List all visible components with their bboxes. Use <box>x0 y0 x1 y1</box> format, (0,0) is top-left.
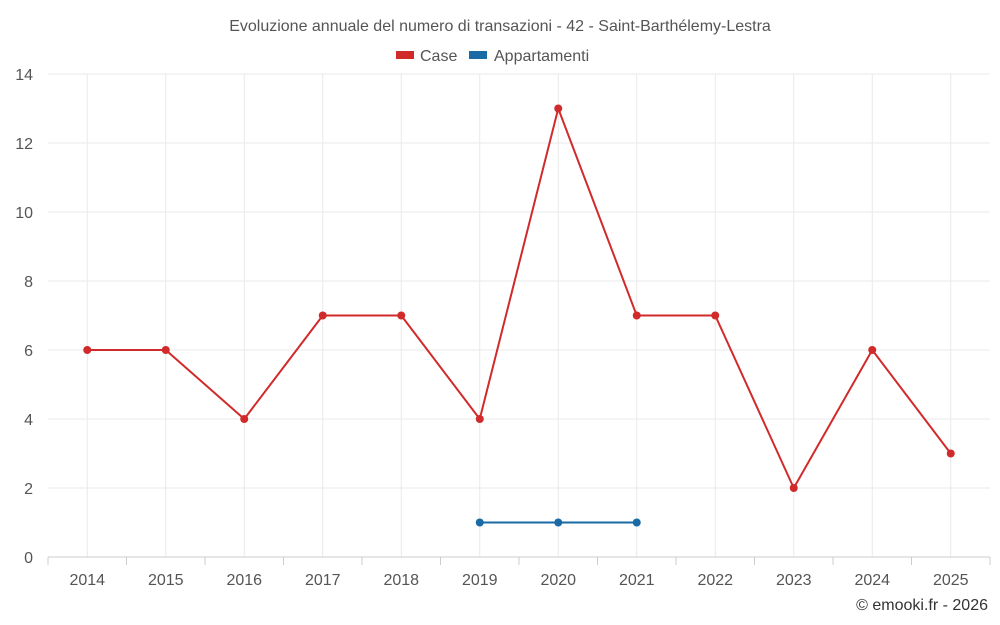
legend-item-case[interactable]: Case <box>396 48 457 65</box>
data-point-case[interactable] <box>554 105 562 113</box>
data-point-case[interactable] <box>868 346 876 354</box>
legend-swatch-case <box>396 51 414 59</box>
legend-label-appartamenti: Appartamenti <box>494 48 589 65</box>
y-tick-label: 2 <box>24 481 33 498</box>
y-tick-label: 12 <box>15 136 33 153</box>
legend-item-appartamenti[interactable]: Appartamenti <box>469 48 589 65</box>
x-tick-label: 2017 <box>305 572 341 589</box>
legend-label-case: Case <box>420 48 457 65</box>
legend: Case Appartamenti <box>396 48 589 65</box>
x-tick-label: 2014 <box>69 572 105 589</box>
data-point-appartamenti[interactable] <box>476 519 484 527</box>
series <box>83 105 955 527</box>
data-point-case[interactable] <box>397 312 405 320</box>
y-tick-label: 14 <box>15 67 33 84</box>
grid <box>48 74 990 557</box>
data-point-appartamenti[interactable] <box>554 519 562 527</box>
series-case <box>83 105 955 493</box>
x-tick-label: 2022 <box>697 572 733 589</box>
x-tick-label: 2020 <box>540 572 576 589</box>
x-tick-label: 2015 <box>148 572 184 589</box>
data-point-case[interactable] <box>633 312 641 320</box>
x-tick-label: 2018 <box>383 572 419 589</box>
credit-text: © emooki.fr - 2026 <box>856 597 988 614</box>
data-point-case[interactable] <box>319 312 327 320</box>
data-point-appartamenti[interactable] <box>633 519 641 527</box>
series-appartamenti <box>476 519 641 527</box>
y-tick-label: 0 <box>24 550 33 567</box>
chart-title: Evoluzione annuale del numero di transaz… <box>229 18 771 35</box>
line-chart: Evoluzione annuale del numero di transaz… <box>0 0 1000 625</box>
x-tick-label: 2024 <box>854 572 890 589</box>
data-point-case[interactable] <box>162 346 170 354</box>
x-tick-label: 2023 <box>776 572 812 589</box>
x-tick-label: 2021 <box>619 572 655 589</box>
x-tick-label: 2025 <box>933 572 969 589</box>
y-tick-label: 6 <box>24 343 33 360</box>
x-tick-label: 2019 <box>462 572 498 589</box>
data-point-case[interactable] <box>240 415 248 423</box>
legend-swatch-appartamenti <box>469 51 487 59</box>
data-point-case[interactable] <box>476 415 484 423</box>
data-point-case[interactable] <box>947 450 955 458</box>
x-tick-label: 2016 <box>226 572 262 589</box>
y-tick-label: 10 <box>15 205 33 222</box>
data-point-case[interactable] <box>711 312 719 320</box>
data-point-case[interactable] <box>83 346 91 354</box>
y-tick-label: 8 <box>24 274 33 291</box>
y-tick-label: 4 <box>24 412 33 429</box>
data-point-case[interactable] <box>790 484 798 492</box>
series-line-case <box>87 109 951 489</box>
